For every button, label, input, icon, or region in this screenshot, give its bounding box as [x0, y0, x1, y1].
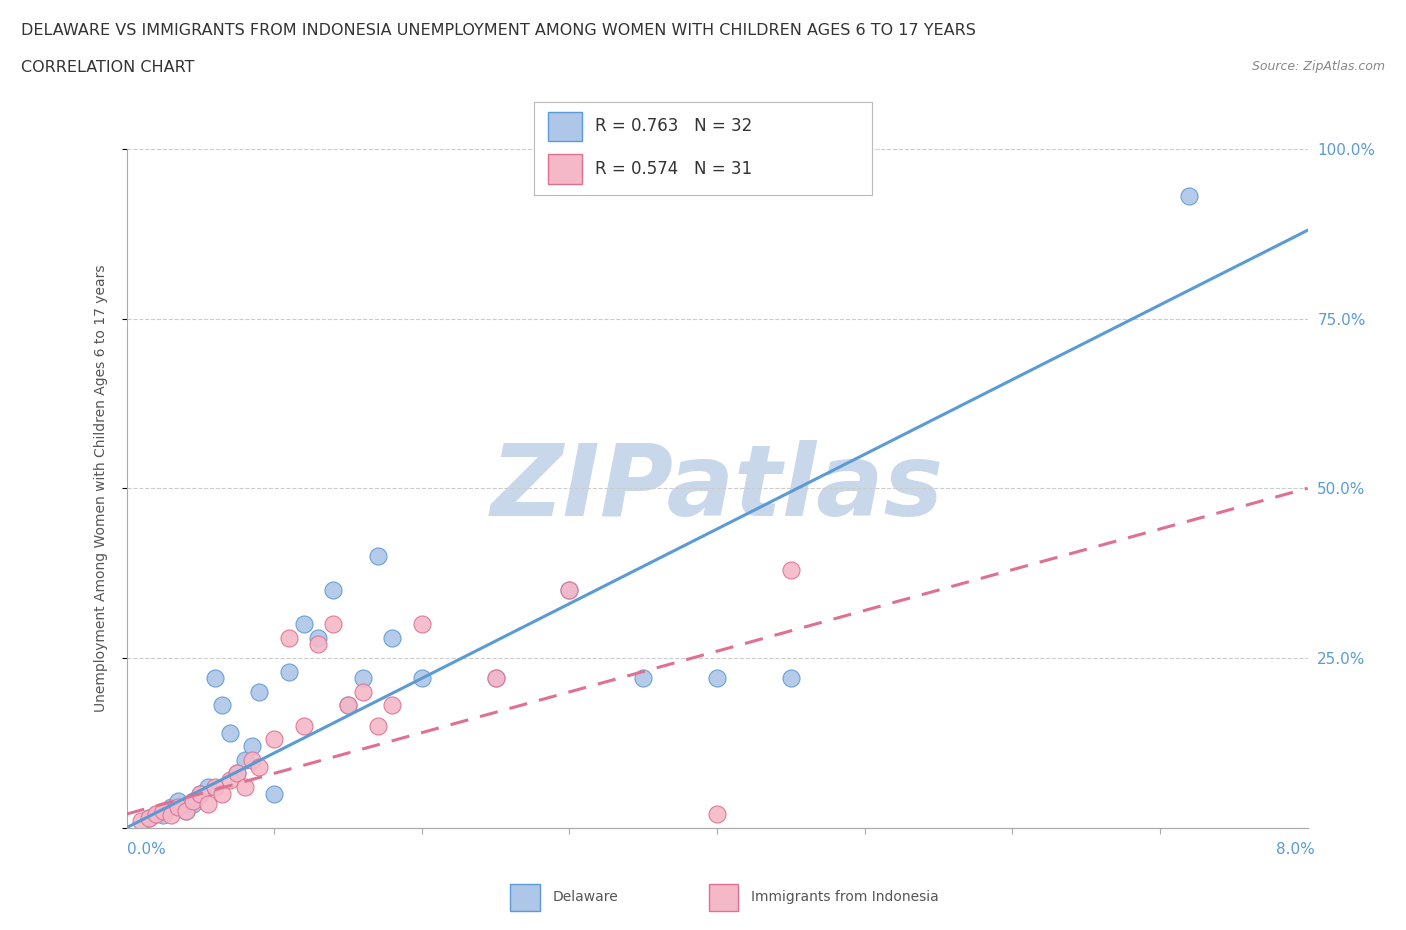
Point	[352, 671, 374, 685]
Point	[381, 698, 404, 713]
Point	[263, 787, 285, 802]
Point	[145, 806, 167, 821]
FancyBboxPatch shape	[510, 884, 540, 911]
Point	[181, 793, 204, 808]
Point	[779, 563, 801, 578]
Point	[558, 582, 581, 598]
Point	[226, 766, 249, 781]
Point	[226, 766, 249, 781]
Text: 0.0%: 0.0%	[127, 842, 166, 857]
Point	[631, 671, 654, 685]
Point	[218, 725, 242, 740]
FancyBboxPatch shape	[548, 154, 582, 184]
Point	[138, 810, 160, 825]
Point	[211, 698, 233, 713]
Point	[211, 787, 233, 802]
Point	[484, 671, 508, 685]
Point	[247, 759, 270, 774]
Point	[278, 631, 301, 645]
Point	[145, 806, 167, 821]
Point	[167, 793, 190, 808]
Point	[381, 631, 404, 645]
Text: 8.0%: 8.0%	[1275, 842, 1315, 857]
Point	[411, 671, 433, 685]
Point	[204, 671, 226, 685]
Point	[706, 806, 728, 821]
Point	[322, 582, 344, 598]
Point	[263, 732, 285, 747]
Point	[167, 800, 190, 815]
Point	[138, 810, 160, 825]
Text: ZIPatlas: ZIPatlas	[491, 440, 943, 537]
Point	[322, 617, 344, 631]
Point	[411, 617, 433, 631]
Text: Immigrants from Indonesia: Immigrants from Indonesia	[751, 890, 939, 905]
Point	[558, 582, 581, 598]
FancyBboxPatch shape	[548, 112, 582, 141]
Point	[240, 738, 263, 753]
Point	[366, 719, 388, 734]
Point	[706, 671, 728, 685]
Point	[779, 671, 801, 685]
Text: R = 0.763   N = 32: R = 0.763 N = 32	[595, 117, 752, 136]
Point	[152, 804, 174, 818]
Text: Delaware: Delaware	[553, 890, 619, 905]
Point	[233, 752, 256, 767]
Y-axis label: Unemployment Among Women with Children Ages 6 to 17 years: Unemployment Among Women with Children A…	[94, 264, 108, 712]
Point	[129, 814, 153, 829]
Point	[240, 752, 263, 767]
Point	[484, 671, 508, 685]
Point	[188, 787, 211, 802]
Point	[159, 800, 183, 815]
Point	[218, 773, 242, 788]
Point	[152, 808, 174, 823]
Point	[337, 698, 360, 713]
Point	[197, 796, 219, 811]
Point	[188, 787, 211, 802]
Point	[197, 779, 219, 794]
Point	[292, 719, 315, 734]
Point	[307, 631, 329, 645]
FancyBboxPatch shape	[709, 884, 738, 911]
Point	[352, 684, 374, 699]
Text: DELAWARE VS IMMIGRANTS FROM INDONESIA UNEMPLOYMENT AMONG WOMEN WITH CHILDREN AGE: DELAWARE VS IMMIGRANTS FROM INDONESIA UN…	[21, 23, 976, 38]
Point	[278, 664, 301, 679]
Point	[337, 698, 360, 713]
Text: CORRELATION CHART: CORRELATION CHART	[21, 60, 194, 75]
Point	[204, 779, 226, 794]
Point	[181, 796, 204, 811]
Text: R = 0.574   N = 31: R = 0.574 N = 31	[595, 160, 752, 179]
Text: Source: ZipAtlas.com: Source: ZipAtlas.com	[1251, 60, 1385, 73]
Point	[292, 617, 315, 631]
Point	[174, 804, 197, 818]
Point	[247, 684, 270, 699]
Point	[233, 779, 256, 794]
Point	[366, 549, 388, 564]
Point	[159, 808, 183, 823]
Point	[174, 804, 197, 818]
Point	[1178, 189, 1201, 204]
Point	[307, 637, 329, 652]
